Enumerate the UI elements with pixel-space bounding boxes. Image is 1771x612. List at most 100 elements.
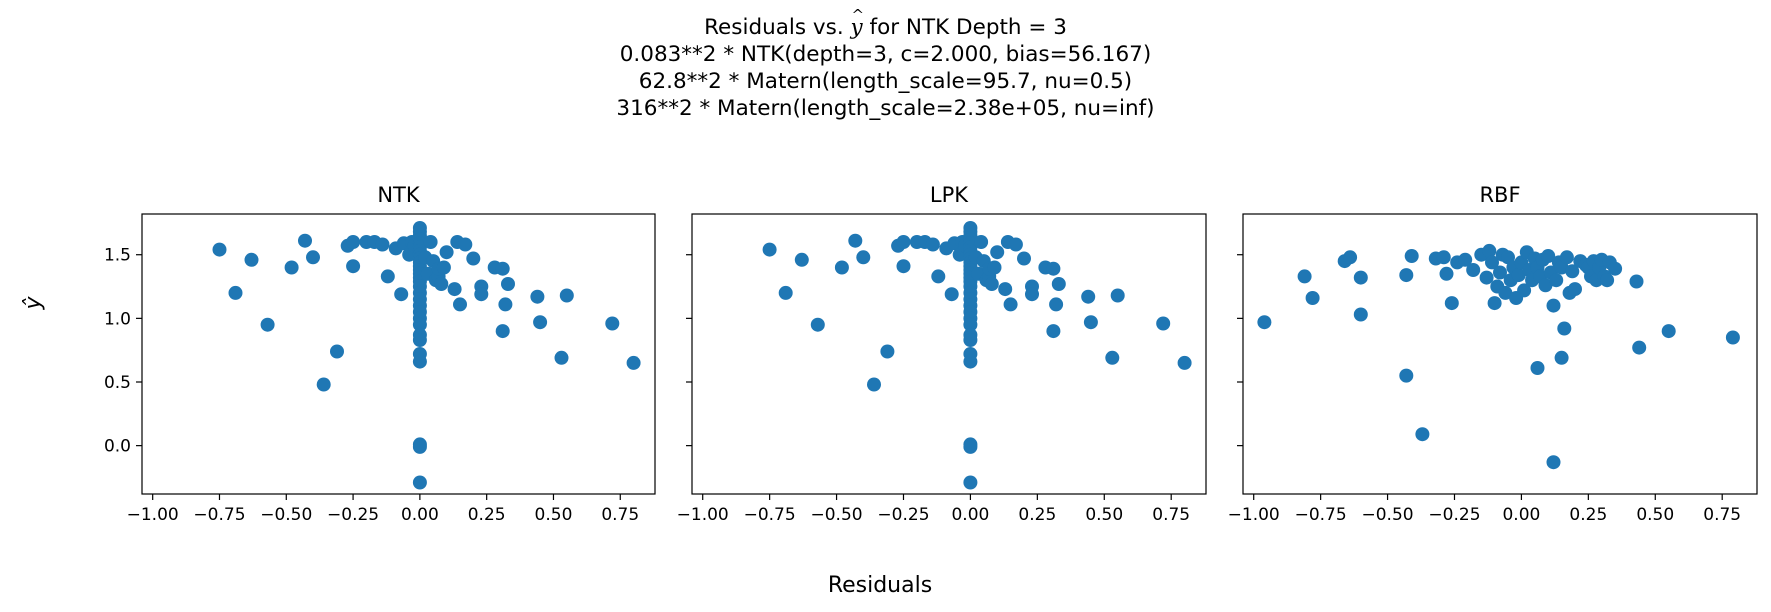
data-point [778, 285, 793, 300]
data-point [380, 269, 395, 284]
plot-frame [141, 213, 656, 495]
data-point [794, 252, 809, 267]
data-point [1415, 427, 1430, 442]
x-tick-label: −0.50 [811, 505, 863, 525]
x-tick-label: −0.25 [1428, 505, 1480, 525]
data-point [495, 261, 510, 276]
subplot-panels: NTK −1.00 −0.75 −0.50 −0.25 0.00 0.25 0.50 0.75 0… [104, 183, 1758, 525]
y-tick-label: 0.0 [104, 437, 131, 457]
data-point [1105, 350, 1120, 365]
data-point [1008, 237, 1023, 252]
data-point [458, 237, 473, 252]
data-point [228, 285, 243, 300]
data-point [447, 282, 462, 297]
x-tick-label: 0.25 [1569, 505, 1607, 525]
data-point [316, 377, 331, 392]
data-point [244, 252, 259, 267]
data-point [1482, 243, 1497, 258]
x-tick-label: 0.50 [1636, 505, 1674, 525]
data-point [1466, 263, 1481, 277]
data-point [963, 475, 978, 490]
data-point [1046, 324, 1061, 339]
data-point [533, 315, 548, 330]
data-point [346, 235, 361, 249]
data-point [412, 333, 427, 347]
data-point [1530, 361, 1545, 375]
data-point [1177, 355, 1192, 370]
data-point [1257, 315, 1272, 330]
data-point [963, 439, 978, 454]
data-point [896, 235, 911, 249]
title-line-1: Residuals vs. y for NTK Depth = 3 [0, 14, 1771, 41]
data-point [1046, 261, 1061, 276]
data-point [330, 344, 344, 359]
data-point [1156, 316, 1171, 331]
data-point [1608, 261, 1623, 276]
data-point [501, 277, 515, 291]
data-point [412, 475, 427, 490]
data-point [1517, 283, 1532, 298]
data-point [212, 242, 227, 257]
data-point [1538, 278, 1553, 293]
data-point [984, 277, 999, 291]
x-tick-label: 0.25 [468, 505, 506, 525]
x-tick-label: 0.00 [401, 505, 439, 525]
data-point [1557, 321, 1572, 336]
data-point [394, 287, 409, 302]
figure-x-label: Residuals [828, 573, 932, 598]
data-point [1546, 298, 1561, 313]
x-tick-label: −0.75 [193, 505, 245, 525]
data-point [626, 355, 641, 370]
data-point [1436, 250, 1451, 265]
x-tick-label: 0.50 [1085, 505, 1123, 525]
data-point [762, 242, 777, 257]
data-point [1498, 285, 1513, 300]
x-tick-label: 0.00 [951, 505, 989, 525]
data-point [963, 333, 978, 347]
y-hat-symbol: y [851, 15, 863, 40]
data-point [298, 233, 312, 248]
data-point [474, 287, 489, 302]
x-tick-label: 0.75 [601, 505, 639, 525]
data-point [1725, 330, 1740, 345]
x-tick-label: −0.75 [744, 505, 796, 525]
data-point [412, 317, 427, 332]
data-point [554, 350, 569, 365]
x-tick-label: −0.50 [1362, 505, 1414, 525]
data-point [931, 269, 946, 284]
x-tick-label: 0.00 [1502, 505, 1540, 525]
data-point [1297, 269, 1312, 284]
data-point [434, 277, 449, 291]
data-point [1305, 291, 1320, 305]
data-point [867, 377, 881, 392]
data-point [963, 317, 978, 332]
data-point [998, 282, 1013, 297]
x-tick-label: −1.00 [127, 505, 179, 525]
data-point [1017, 251, 1031, 266]
x-tick-label: −0.25 [327, 505, 379, 525]
data-point [880, 344, 895, 359]
data-point [1083, 315, 1098, 330]
data-point [1003, 297, 1018, 312]
data-point [1493, 265, 1507, 280]
data-point [944, 287, 959, 302]
data-point [1632, 340, 1647, 355]
y-tick-label: 0.5 [104, 373, 131, 393]
data-point [810, 317, 825, 332]
data-point [559, 288, 574, 303]
figure-y-label: ŷ [21, 296, 46, 311]
data-point [1444, 296, 1459, 311]
data-point [439, 245, 454, 260]
data-point [436, 260, 451, 275]
data-point [1399, 268, 1414, 283]
data-point [834, 260, 849, 275]
plot-frame [1242, 213, 1758, 495]
data-point [495, 324, 510, 339]
data-point [990, 245, 1005, 260]
data-point [1546, 455, 1561, 470]
data-point [1485, 255, 1499, 270]
data-point [1404, 249, 1419, 263]
x-tick-label: 0.50 [535, 505, 573, 525]
data-point [423, 235, 438, 249]
